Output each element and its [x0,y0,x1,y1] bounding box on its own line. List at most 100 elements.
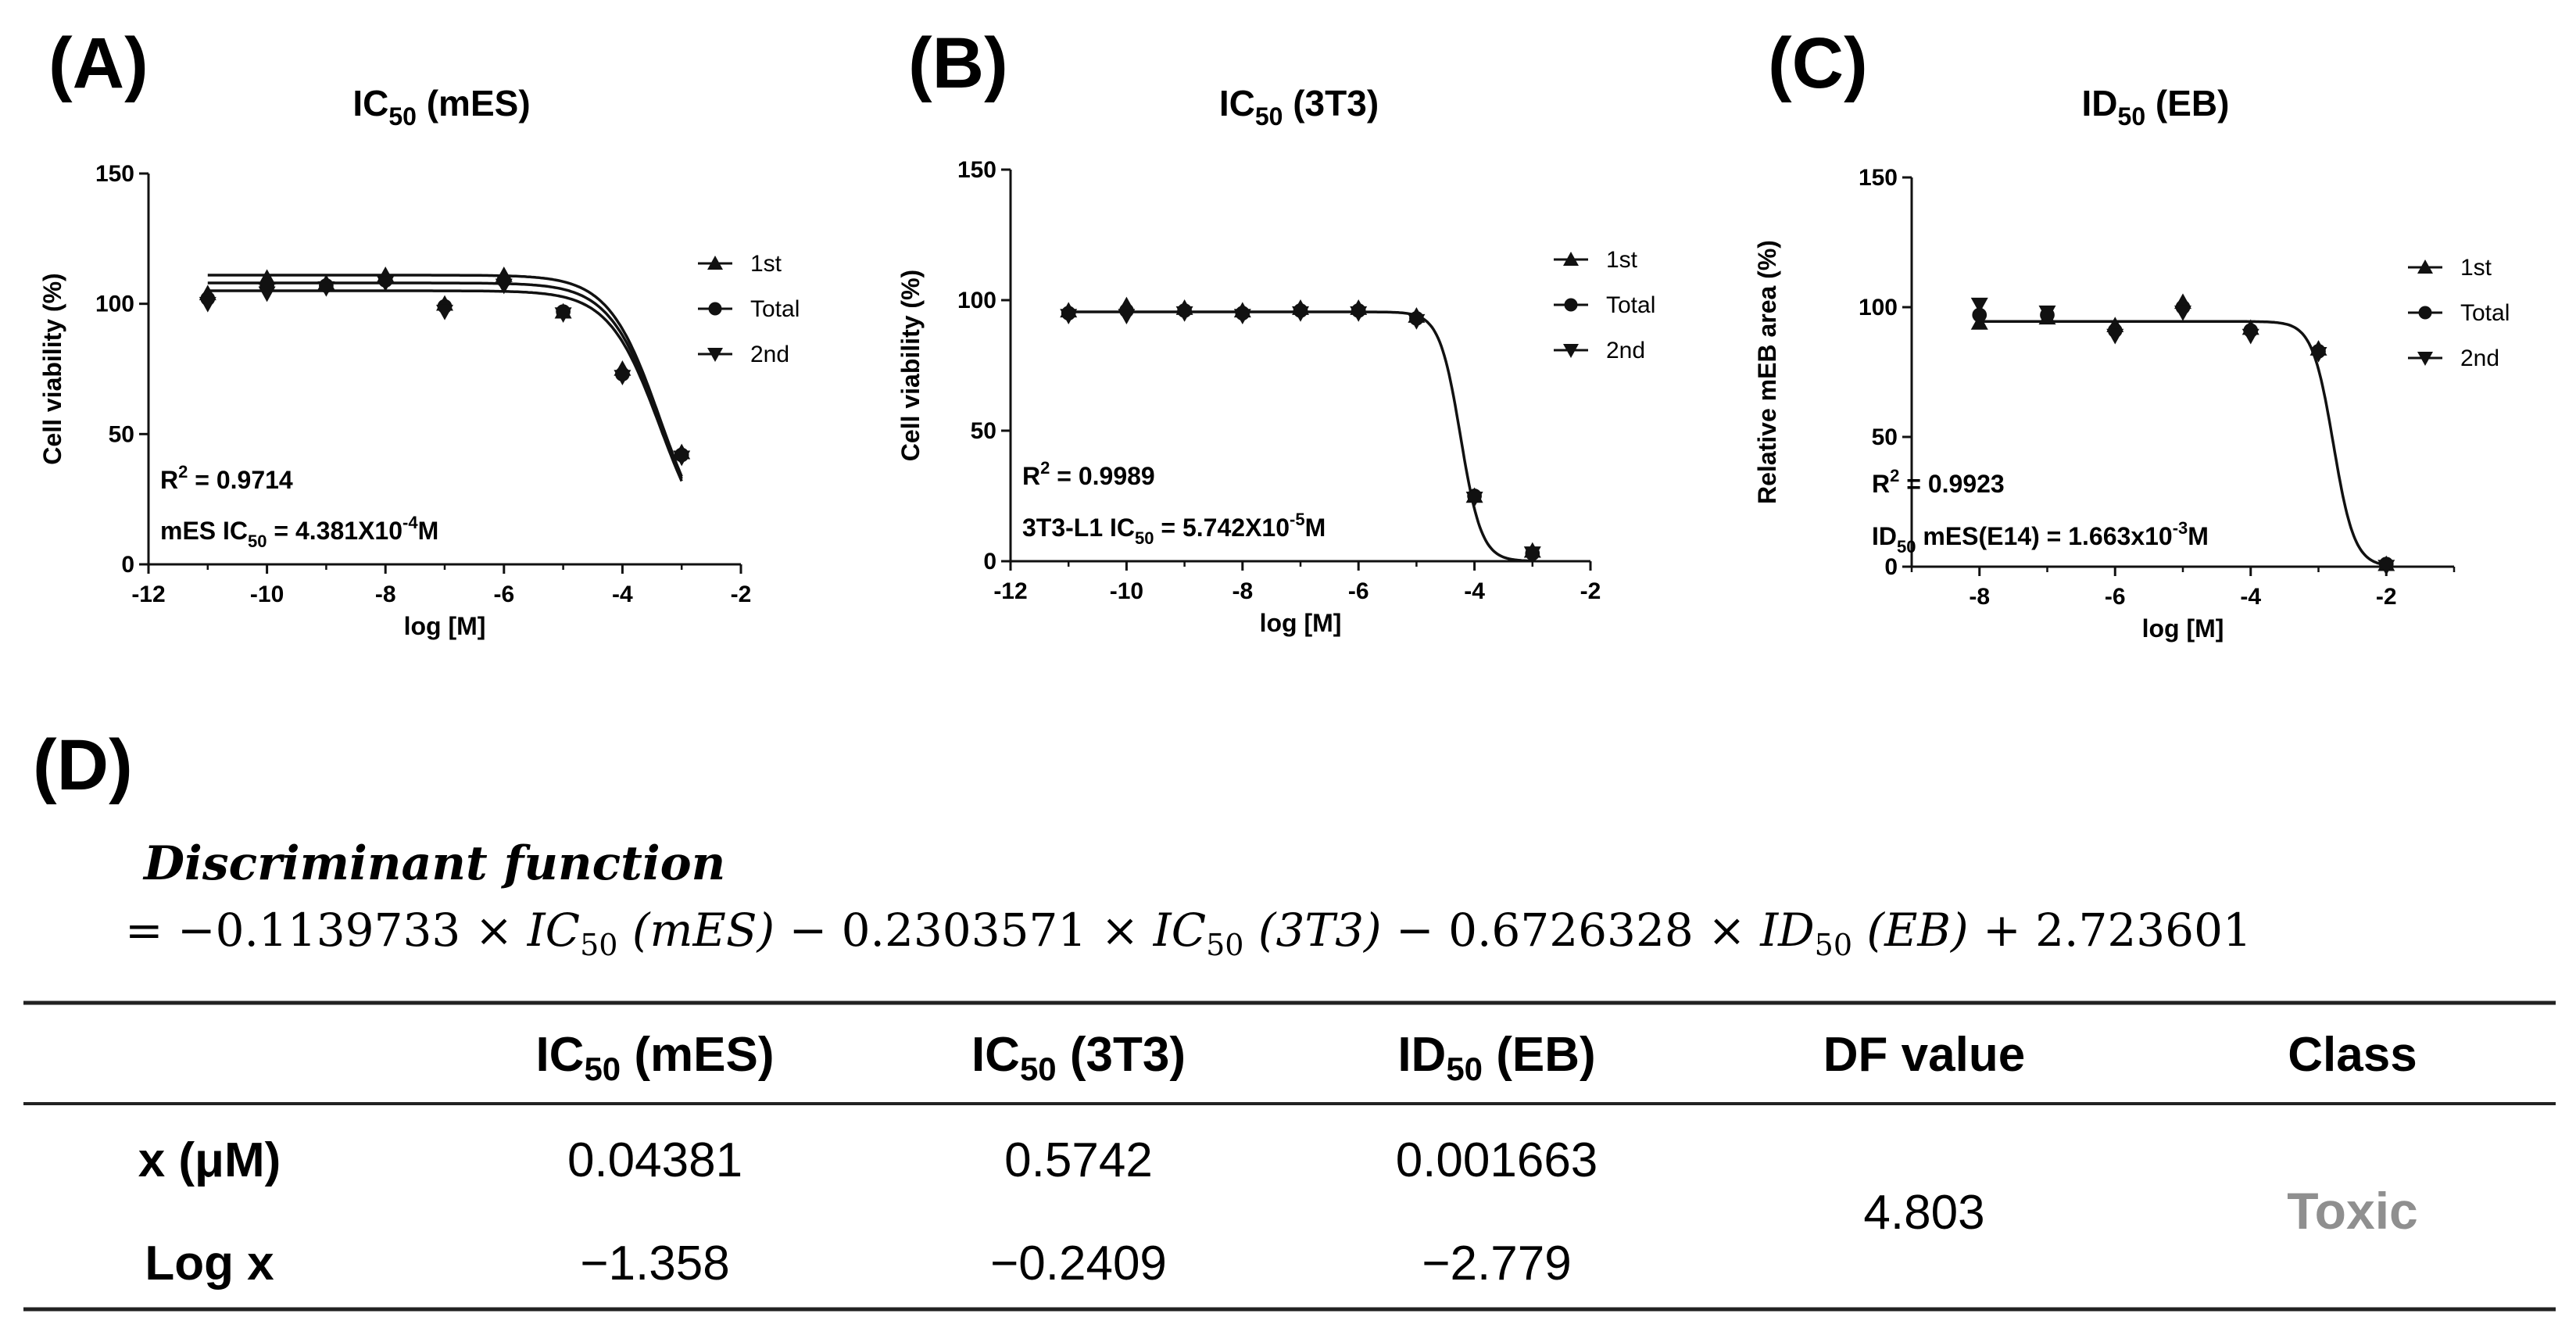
x-axis-label: log [M] [1260,609,1342,637]
y-tick-label: 0 [121,552,134,578]
x-tick-label: -8 [375,582,396,607]
y-axis-label: Cell viability (%) [896,270,925,461]
row-label-x-um: x (μM) [138,1133,281,1187]
x-tick-label: -6 [1348,578,1369,604]
data-point-2nd [1060,309,1078,325]
y-tick-label: 50 [971,418,996,444]
panel-letter: (C) [1768,23,1868,103]
x-tick-label: -4 [612,582,633,607]
legend-marker [2418,306,2432,320]
data-point-2nd [1465,492,1483,507]
y-tick-label: 150 [1859,165,1898,191]
cell-logx-ic50-mes: −1.358 [580,1237,729,1290]
data-point-2nd [673,450,691,467]
chart-title: ID50 (EB) [2082,83,2230,131]
legend-marker [707,348,723,362]
table-header-id50-eb: ID50 (EB) [1397,1028,1595,1087]
x-tick-label: -10 [1110,578,1143,604]
discriminant-function-title: Discriminant function [142,836,725,891]
data-point-2nd [1292,306,1309,322]
data-point-2nd [199,296,216,313]
data-point-total [1972,307,1987,323]
table-header-ic50-3t3: IC50 (3T3) [971,1028,1186,1087]
table-header-ic50-mes: IC50 (mES) [535,1028,774,1087]
y-tick-label: 150 [95,161,134,187]
y-tick-label: 0 [983,549,996,575]
cell-x-ic50-mes: 0.04381 [567,1133,742,1187]
x-tick-label: -2 [1580,578,1601,604]
data-point-2nd [2309,346,2327,363]
data-point-2nd [2174,305,2191,321]
r-squared-annotation: R2 = 0.9923 [1872,466,2005,498]
x-tick-label: -4 [2240,584,2261,610]
data-point-2nd [2106,328,2124,345]
table-header-class: Class [2288,1028,2417,1082]
data-point-2nd [614,370,631,385]
legend-marker [708,302,722,316]
chart-title: IC50 (mES) [352,83,530,131]
legend-marker [2417,260,2433,274]
data-point-2nd [436,304,453,320]
y-axis-label: Cell viability (%) [38,273,66,464]
panel-c-id50-eb: (C) ID50 (EB) 0 50 100 150 -8 -6 -4 -2 log [M] Rela… [1753,23,2510,643]
data-point-2nd [1408,313,1426,330]
data-point-2nd [317,281,335,297]
legend-marker [1563,344,1579,358]
row-label-log-x: Log x [145,1237,274,1290]
legend-label: 2nd [1606,338,1645,363]
discriminant-equation: = −0.1139733 × IC50 (mES) − 0.2303571 × … [125,904,2252,962]
cell-x-id50-eb: 0.001663 [1396,1133,1598,1187]
x-tick-label: -8 [1969,584,1990,610]
fit-curve [207,281,683,480]
x-tick-label: -6 [493,582,514,607]
legend-marker [2417,352,2433,366]
data-point-2nd [495,278,513,295]
y-tick-label: 100 [957,288,996,313]
data-point-2nd [2038,305,2056,321]
fit-curve [207,274,683,478]
data-point-2nd [2377,560,2395,575]
legend-label: Total [2460,300,2510,326]
cell-logx-id50-eb: −2.779 [1422,1237,1571,1290]
x-tick-label: -12 [993,578,1027,604]
y-tick-label: 50 [1872,424,1898,450]
ic50-annotation: 3T3-L1 IC50 = 5.742X10-5M [1022,510,1326,548]
table-header-df-value: DF value [1823,1028,2025,1082]
chart-title: IC50 (3T3) [1219,83,1379,131]
y-axis-label: Relative mEB area (%) [1753,240,1781,504]
legend-marker [1564,298,1578,312]
legend-marker [707,256,723,270]
y-tick-label: 0 [1884,554,1898,580]
y-tick-label: 100 [95,292,134,317]
panel-letter: (B) [908,23,1008,103]
r-squared-annotation: R2 = 0.9714 [160,462,293,494]
legend-label: 2nd [750,342,789,367]
x-tick-label: -4 [1464,578,1485,604]
data-point-2nd [554,307,572,323]
x-tick-label: -8 [1232,578,1253,604]
legend-label: 1st [750,251,782,277]
cell-class-toxic: Toxic [2287,1182,2417,1240]
legend-label: 1st [1606,247,1638,273]
panel-b-ic50-3t3: (B) IC50 (3T3) 0 50 100 150 -12 -10 -8 -6 -4 -2 log … [896,23,1655,637]
y-tick-label: 100 [1859,295,1898,320]
x-tick-label: -10 [250,582,284,607]
data-point-2nd [1350,306,1368,322]
legend-label: 2nd [2460,345,2499,371]
ic50-annotation: mES IC50 = 4.381X10-4M [160,513,438,551]
data-point-2nd [1970,297,1988,313]
fit-curve [207,289,683,482]
cell-logx-ic50-3t3: −0.2409 [990,1237,1167,1290]
cell-df-value: 4.803 [1863,1186,1984,1240]
data-point-2nd [258,286,276,302]
ic50-annotation: ID50 mES(E14) = 1.663x10-3M [1872,518,2209,557]
y-tick-label: 50 [109,421,134,447]
data-point-2nd [1233,309,1251,325]
data-point-2nd [1118,309,1136,325]
legend-label: Total [750,296,800,322]
cell-x-ic50-3t3: 0.5742 [1004,1133,1153,1187]
panel-letter-d: (D) [33,725,133,805]
panel-letter: (A) [48,23,148,103]
data-point-2nd [1523,546,1541,562]
